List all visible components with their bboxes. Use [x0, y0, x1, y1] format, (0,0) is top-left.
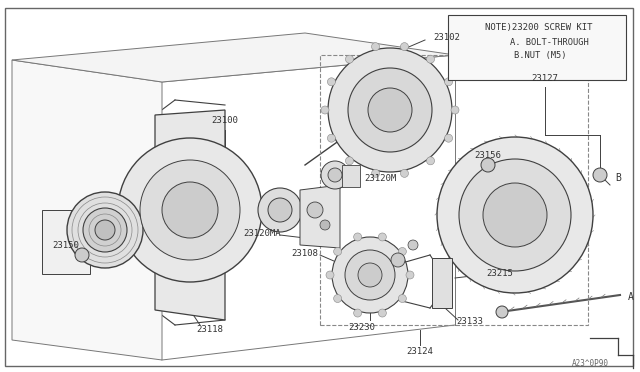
Circle shape [346, 55, 353, 63]
Circle shape [67, 192, 143, 268]
Circle shape [483, 183, 547, 247]
Circle shape [162, 182, 218, 238]
Circle shape [372, 43, 380, 51]
Text: A. BOLT-THROUGH: A. BOLT-THROUGH [509, 38, 588, 46]
Circle shape [328, 78, 335, 86]
Circle shape [398, 247, 406, 256]
Polygon shape [155, 110, 225, 320]
Bar [432, 258, 452, 308]
Text: 23156: 23156 [475, 151, 501, 160]
Circle shape [368, 88, 412, 132]
Circle shape [332, 237, 408, 313]
Circle shape [406, 271, 414, 279]
Circle shape [345, 250, 395, 300]
Circle shape [451, 106, 459, 114]
Circle shape [496, 306, 508, 318]
Text: 23124: 23124 [406, 347, 433, 356]
Text: 23100: 23100 [212, 115, 239, 125]
Text: 23108: 23108 [292, 248, 319, 257]
Text: 23230: 23230 [349, 324, 376, 333]
Circle shape [401, 43, 408, 51]
Circle shape [320, 220, 330, 230]
Circle shape [328, 168, 342, 182]
Circle shape [426, 157, 435, 165]
Circle shape [445, 78, 452, 86]
Circle shape [354, 309, 362, 317]
Circle shape [328, 48, 452, 172]
Circle shape [118, 138, 262, 282]
Circle shape [358, 263, 382, 287]
Circle shape [481, 158, 495, 172]
Circle shape [445, 134, 452, 142]
Circle shape [321, 161, 349, 189]
Circle shape [426, 55, 435, 63]
Text: 23102: 23102 [433, 32, 460, 42]
Circle shape [83, 208, 127, 252]
Text: 23133: 23133 [456, 317, 483, 327]
Circle shape [321, 106, 329, 114]
Circle shape [437, 137, 593, 293]
Circle shape [346, 157, 353, 165]
Bar [342, 165, 360, 187]
Bar [320, 55, 588, 325]
Circle shape [258, 188, 302, 232]
Polygon shape [300, 185, 340, 248]
Text: B.NUT (M5): B.NUT (M5) [514, 51, 566, 60]
Text: NOTE)23200 SCREW KIT: NOTE)23200 SCREW KIT [485, 22, 593, 32]
Circle shape [140, 160, 240, 260]
Text: 23150: 23150 [52, 241, 79, 250]
Circle shape [307, 202, 323, 218]
Circle shape [95, 220, 115, 240]
Circle shape [348, 68, 432, 152]
Text: 23120MA: 23120MA [243, 228, 281, 237]
Text: A23^0P90: A23^0P90 [572, 359, 609, 368]
Circle shape [391, 253, 405, 267]
Polygon shape [12, 33, 455, 82]
Circle shape [378, 309, 387, 317]
Circle shape [593, 168, 607, 182]
Text: 23215: 23215 [486, 269, 513, 278]
Polygon shape [12, 60, 162, 360]
Circle shape [408, 240, 418, 250]
Text: 23127: 23127 [532, 74, 559, 83]
Circle shape [268, 198, 292, 222]
Circle shape [378, 233, 387, 241]
Circle shape [328, 134, 335, 142]
Circle shape [354, 233, 362, 241]
Text: A: A [628, 292, 634, 302]
Circle shape [372, 169, 380, 177]
Text: B: B [615, 173, 621, 183]
Circle shape [401, 169, 408, 177]
Circle shape [333, 295, 342, 302]
Text: 23120M: 23120M [364, 173, 396, 183]
Circle shape [333, 247, 342, 256]
Circle shape [398, 295, 406, 302]
Circle shape [326, 271, 334, 279]
Text: 23118: 23118 [196, 326, 223, 334]
Circle shape [75, 248, 89, 262]
Circle shape [459, 159, 571, 271]
Bar [448, 15, 626, 80]
Bar [42, 210, 90, 274]
